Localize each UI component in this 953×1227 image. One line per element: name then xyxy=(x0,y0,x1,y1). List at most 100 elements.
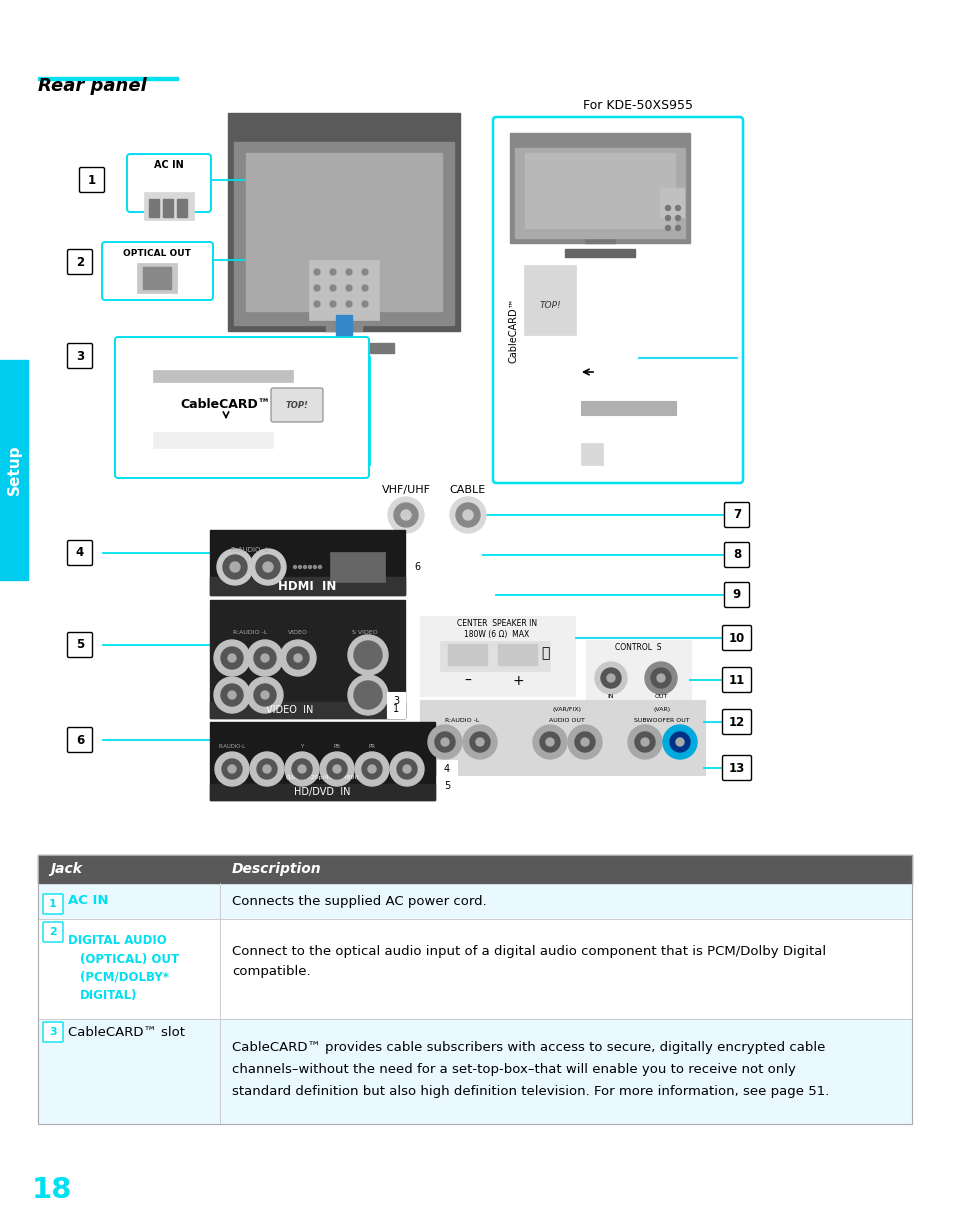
FancyBboxPatch shape xyxy=(721,626,751,650)
Circle shape xyxy=(228,764,235,773)
Text: standard definition but also high definition television. For more information, s: standard definition but also high defini… xyxy=(232,1085,828,1097)
Bar xyxy=(210,702,405,718)
Circle shape xyxy=(665,216,670,221)
FancyBboxPatch shape xyxy=(493,117,742,483)
Bar xyxy=(515,148,684,238)
Circle shape xyxy=(450,497,485,533)
Bar xyxy=(436,760,456,778)
Bar xyxy=(38,919,911,1018)
Circle shape xyxy=(650,667,670,688)
FancyBboxPatch shape xyxy=(102,242,213,299)
Circle shape xyxy=(402,764,411,773)
Text: R:AUDIO -L: R:AUDIO -L xyxy=(231,547,269,553)
Circle shape xyxy=(675,205,679,211)
Text: CableCARD™: CableCARD™ xyxy=(181,399,271,411)
Circle shape xyxy=(330,285,335,291)
Circle shape xyxy=(354,681,381,709)
Text: 18: 18 xyxy=(31,1175,72,1204)
Text: 3: 3 xyxy=(50,1027,57,1037)
Circle shape xyxy=(294,566,296,568)
Circle shape xyxy=(256,760,276,779)
Circle shape xyxy=(390,752,423,787)
Text: 8: 8 xyxy=(732,548,740,562)
Circle shape xyxy=(361,269,368,275)
Bar xyxy=(419,616,575,696)
Circle shape xyxy=(287,647,309,669)
Text: 2: 2 xyxy=(49,928,57,937)
Bar xyxy=(326,309,361,331)
Circle shape xyxy=(214,752,249,787)
Circle shape xyxy=(298,566,301,568)
Text: (1080i/720p/480p/480i): (1080i/720p/480p/480i) xyxy=(285,775,358,780)
FancyBboxPatch shape xyxy=(721,756,751,780)
Text: 6: 6 xyxy=(414,562,419,572)
FancyBboxPatch shape xyxy=(68,541,92,566)
Circle shape xyxy=(567,725,601,760)
Circle shape xyxy=(280,640,315,676)
Circle shape xyxy=(388,497,423,533)
Circle shape xyxy=(261,691,269,699)
Text: 5: 5 xyxy=(76,638,84,652)
Text: HDMI  IN: HDMI IN xyxy=(277,579,335,593)
Circle shape xyxy=(644,663,677,694)
FancyBboxPatch shape xyxy=(68,632,92,658)
Circle shape xyxy=(476,737,483,746)
Circle shape xyxy=(400,510,411,520)
Text: CableCARD™ provides cable subscribers with access to secure, digitally encrypted: CableCARD™ provides cable subscribers wi… xyxy=(232,1040,824,1054)
Text: 12: 12 xyxy=(728,715,744,729)
Bar xyxy=(335,315,352,335)
Text: TOP!: TOP! xyxy=(538,301,560,309)
Circle shape xyxy=(330,269,335,275)
Circle shape xyxy=(675,226,679,231)
FancyBboxPatch shape xyxy=(271,388,323,422)
Text: VIDEO: VIDEO xyxy=(288,629,308,634)
Text: 4: 4 xyxy=(76,546,84,560)
Circle shape xyxy=(665,226,670,231)
Text: R:AUDIO-L: R:AUDIO-L xyxy=(218,745,245,750)
Circle shape xyxy=(303,566,306,568)
Text: Connects the supplied AC power cord.: Connects the supplied AC power cord. xyxy=(232,894,486,908)
Circle shape xyxy=(213,640,250,676)
Circle shape xyxy=(292,760,312,779)
Text: AC IN: AC IN xyxy=(68,894,109,908)
Bar xyxy=(387,692,405,710)
Circle shape xyxy=(247,677,283,713)
Bar xyxy=(210,600,405,718)
Circle shape xyxy=(250,548,286,585)
Text: VIDEO  IN: VIDEO IN xyxy=(266,706,314,715)
Text: (VAR/FIX): (VAR/FIX) xyxy=(552,708,581,713)
Bar xyxy=(294,344,394,353)
Text: channels–without the need for a set-top-box–that will enable you to receive not : channels–without the need for a set-top-… xyxy=(232,1063,795,1076)
FancyBboxPatch shape xyxy=(43,921,63,942)
Bar xyxy=(38,77,178,80)
Bar xyxy=(137,263,177,293)
Text: VHF/UHF: VHF/UHF xyxy=(381,485,430,494)
Bar xyxy=(439,640,550,671)
Text: Setup: Setup xyxy=(7,444,22,496)
Bar xyxy=(0,360,28,580)
Text: 1: 1 xyxy=(88,173,96,187)
Circle shape xyxy=(230,562,240,572)
Bar xyxy=(524,153,675,228)
Text: 🔈: 🔈 xyxy=(540,645,549,660)
Bar xyxy=(246,153,441,310)
Circle shape xyxy=(314,301,319,307)
Text: HD/DVD  IN: HD/DVD IN xyxy=(294,787,350,798)
Circle shape xyxy=(669,733,689,752)
Bar xyxy=(330,552,385,582)
Text: DIGITAL AUDIO: DIGITAL AUDIO xyxy=(68,935,167,947)
Circle shape xyxy=(223,555,247,579)
Text: OUT: OUT xyxy=(654,694,667,699)
Circle shape xyxy=(606,674,615,682)
Circle shape xyxy=(676,737,683,746)
Bar xyxy=(152,371,293,382)
Text: IN: IN xyxy=(607,694,614,699)
Circle shape xyxy=(545,737,554,746)
Circle shape xyxy=(440,737,449,746)
Bar xyxy=(132,366,147,380)
Text: 180W (6 Ω)  MAX: 180W (6 Ω) MAX xyxy=(464,629,529,638)
FancyBboxPatch shape xyxy=(79,168,105,193)
Text: CONTROL  S: CONTROL S xyxy=(614,643,660,653)
Circle shape xyxy=(327,760,347,779)
Circle shape xyxy=(539,733,559,752)
